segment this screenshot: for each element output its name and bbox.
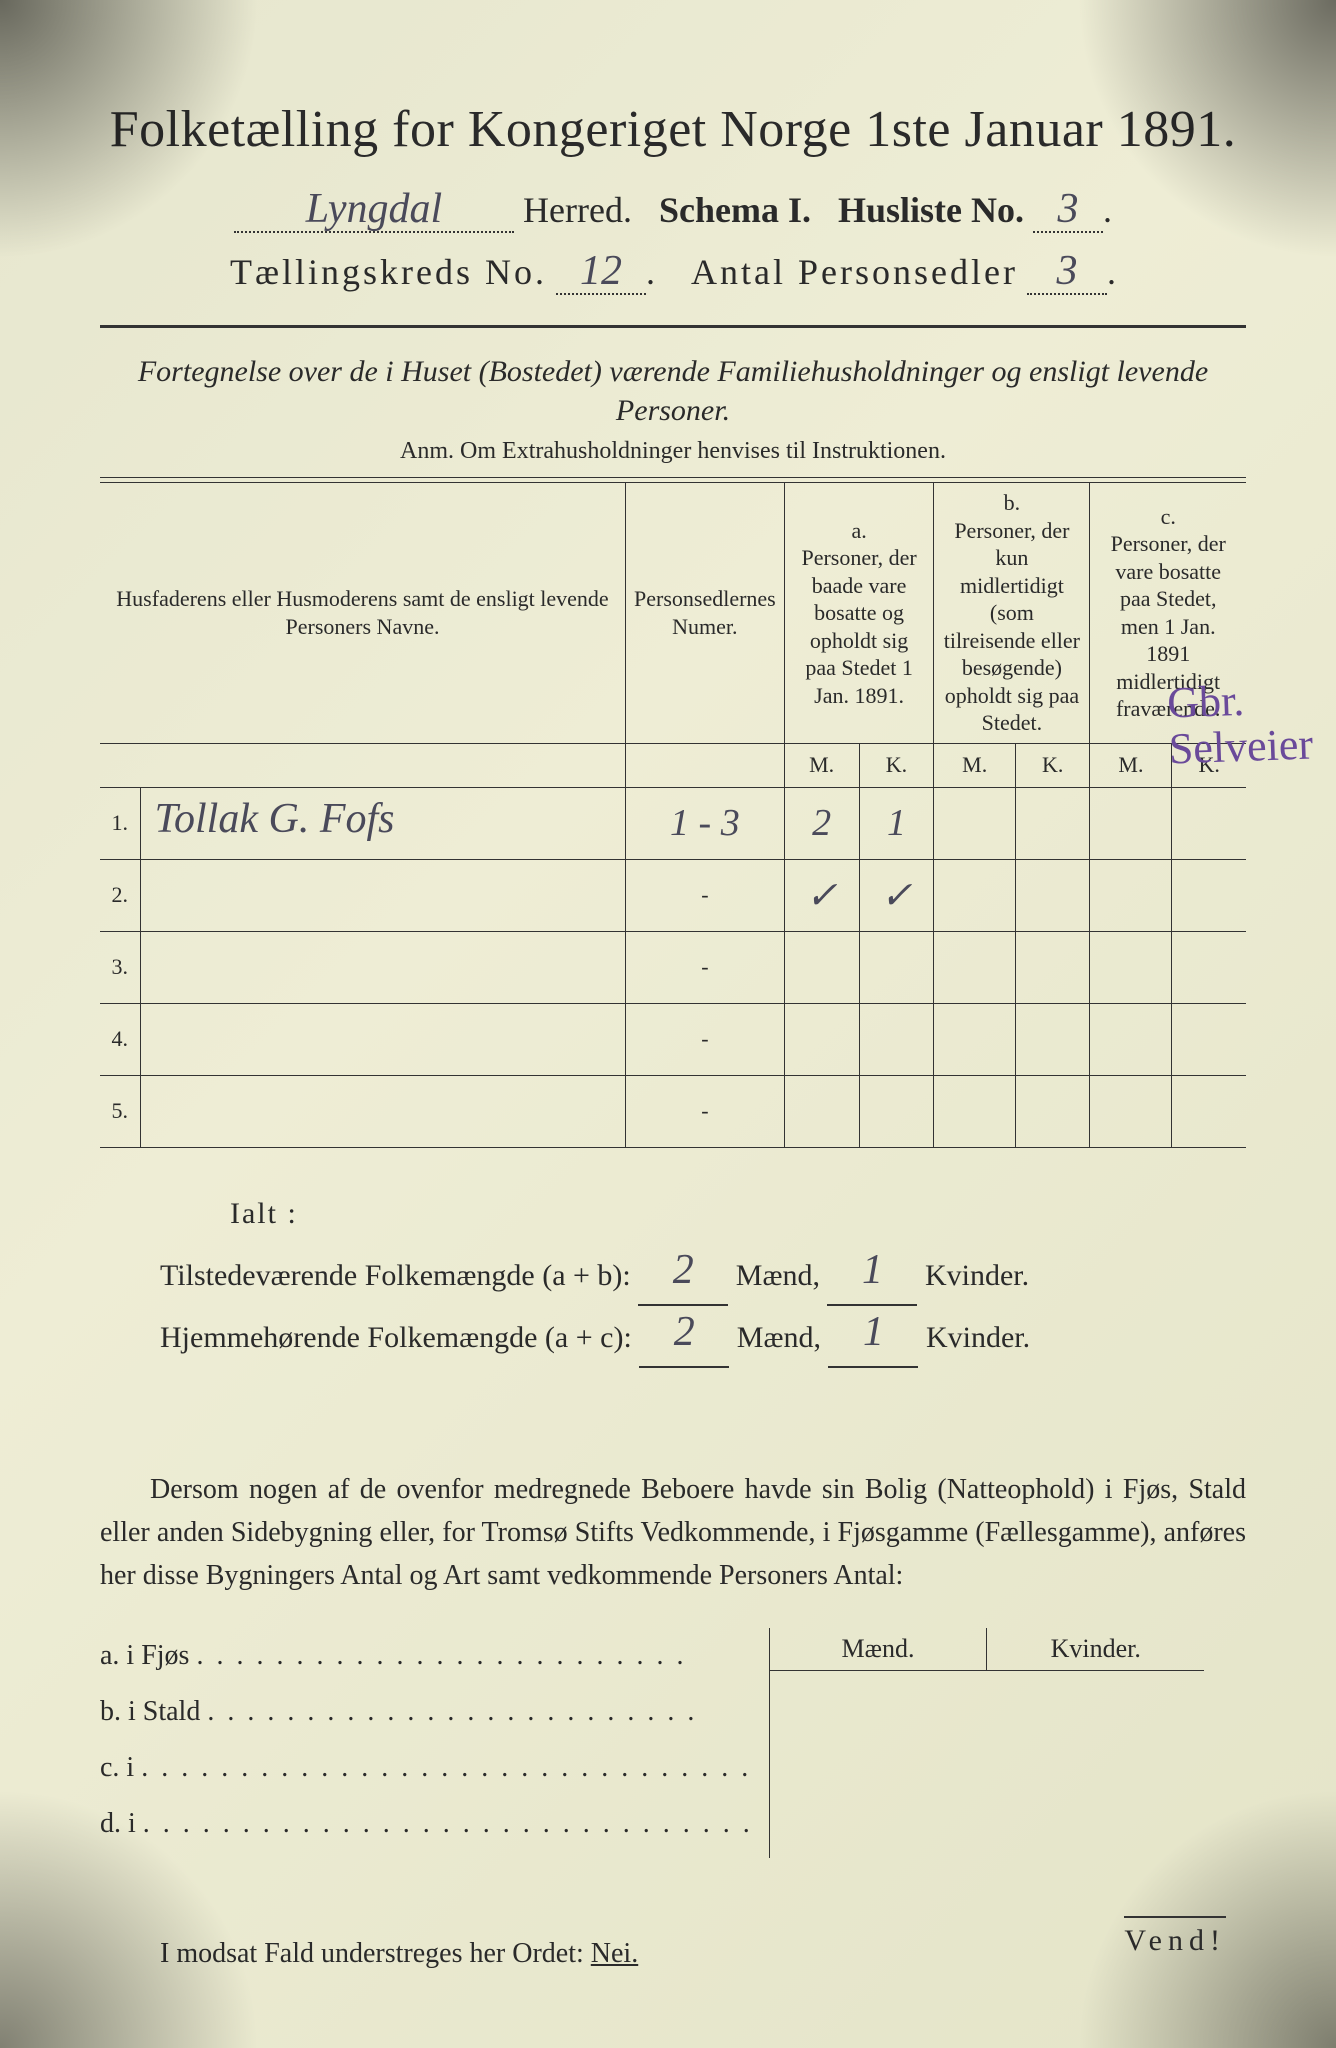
col-a-text: Personer, der baade vare bosatte og opho… <box>793 544 926 709</box>
totals-row-ac: Hjemmehørende Folkemængde (a + c): 2 Mæn… <box>160 1306 1246 1368</box>
line-a: a. i Fjøs . . . . . . . . . . . . . . . … <box>100 1628 765 1684</box>
ialt-label: Ialt : <box>230 1184 1246 1244</box>
col-kvinder: Kvinder. <box>987 1628 1204 1670</box>
kreds-value: 12 <box>580 248 622 294</box>
col-a: a. Personer, der baade vare bosatte og o… <box>784 483 934 744</box>
line-d: d. i . . . . . . . . . . . . . . . . . .… <box>100 1796 765 1852</box>
antal-value: 3 <box>1056 248 1077 294</box>
col-b-text: Personer, der kun midlertidigt (som tilr… <box>942 517 1081 737</box>
herred-value: Lyngdal <box>306 186 442 232</box>
margin-annotation: Gbr. Selveier <box>1166 676 1313 773</box>
kreds-label: Tællingskreds No. <box>230 252 547 292</box>
col-name: Husfaderens eller Husmoderens samt de en… <box>100 483 626 744</box>
husliste-label: Husliste No. <box>838 190 1024 230</box>
vend-label: Vend! <box>1124 1916 1226 1958</box>
divider <box>100 477 1246 478</box>
table-row: 5. - <box>100 1075 1246 1147</box>
household-table: Husfaderens eller Husmoderens samt de en… <box>100 482 1246 1148</box>
header-line-2: Lyngdal Herred. Schema I. Husliste No. 3… <box>100 189 1246 233</box>
col-b-hdr: b. <box>942 489 1081 517</box>
col-a-hdr: a. <box>793 517 926 545</box>
header-line-3: Tællingskreds No. 12 . Antal Personsedle… <box>100 251 1246 295</box>
outbuilding-list: a. i Fjøs . . . . . . . . . . . . . . . … <box>100 1628 765 1852</box>
nei-word: Nei. <box>591 1938 638 1969</box>
col-c-hdr: c. <box>1098 503 1238 531</box>
divider <box>100 325 1246 328</box>
table-row: 3. - <box>100 931 1246 1003</box>
margin-line2: Selveier <box>1168 722 1314 773</box>
outbuilding-columns: Mænd. Kvinder. <box>769 1628 1204 1858</box>
mk-m: M. <box>1090 743 1172 787</box>
subtitle: Fortegnelse over de i Huset (Bostedet) v… <box>100 352 1246 430</box>
nei-line: I modsat Fald understreges her Ordet: Ne… <box>100 1938 1246 1970</box>
line-c: c. i . . . . . . . . . . . . . . . . . .… <box>100 1740 765 1796</box>
row-name: Tollak G. Fofs <box>155 796 395 842</box>
schema-label: Schema I. <box>659 190 811 230</box>
husliste-value: 3 <box>1057 186 1078 232</box>
col-numer: Personsedlernes Numer. <box>626 483 785 744</box>
census-form-page: Folketælling for Kongeriget Norge 1ste J… <box>0 0 1336 2048</box>
table-row: 2. - ✓ ✓ <box>100 859 1246 931</box>
line-b: b. i Stald . . . . . . . . . . . . . . .… <box>100 1684 765 1740</box>
mk-m: M. <box>784 743 859 787</box>
margin-line1: Gbr. <box>1166 676 1312 727</box>
table-row: 4. - <box>100 1003 1246 1075</box>
paragraph: Dersom nogen af de ovenfor medregnede Be… <box>100 1468 1246 1598</box>
herred-label: Herred. <box>523 190 632 230</box>
page-title: Folketælling for Kongeriget Norge 1ste J… <box>100 100 1246 159</box>
mk-k: K. <box>859 743 934 787</box>
col-maend: Mænd. <box>770 1628 988 1670</box>
anm-note: Anm. Om Extrahusholdninger henvises til … <box>100 438 1246 465</box>
totals-row-ab: Tilstedeværende Folkemængde (a + b): 2 M… <box>160 1244 1246 1306</box>
mk-m: M. <box>934 743 1016 787</box>
outbuilding-block: a. i Fjøs . . . . . . . . . . . . . . . … <box>100 1628 1246 1858</box>
mk-k: K. <box>1015 743 1089 787</box>
col-b: b. Personer, der kun midlertidigt (som t… <box>934 483 1090 744</box>
totals-block: Ialt : Tilstedeværende Folkemængde (a + … <box>100 1184 1246 1368</box>
antal-label: Antal Personsedler <box>691 252 1018 292</box>
table-row: 1. Tollak G. Fofs 1 - 3 2 1 <box>100 787 1246 859</box>
